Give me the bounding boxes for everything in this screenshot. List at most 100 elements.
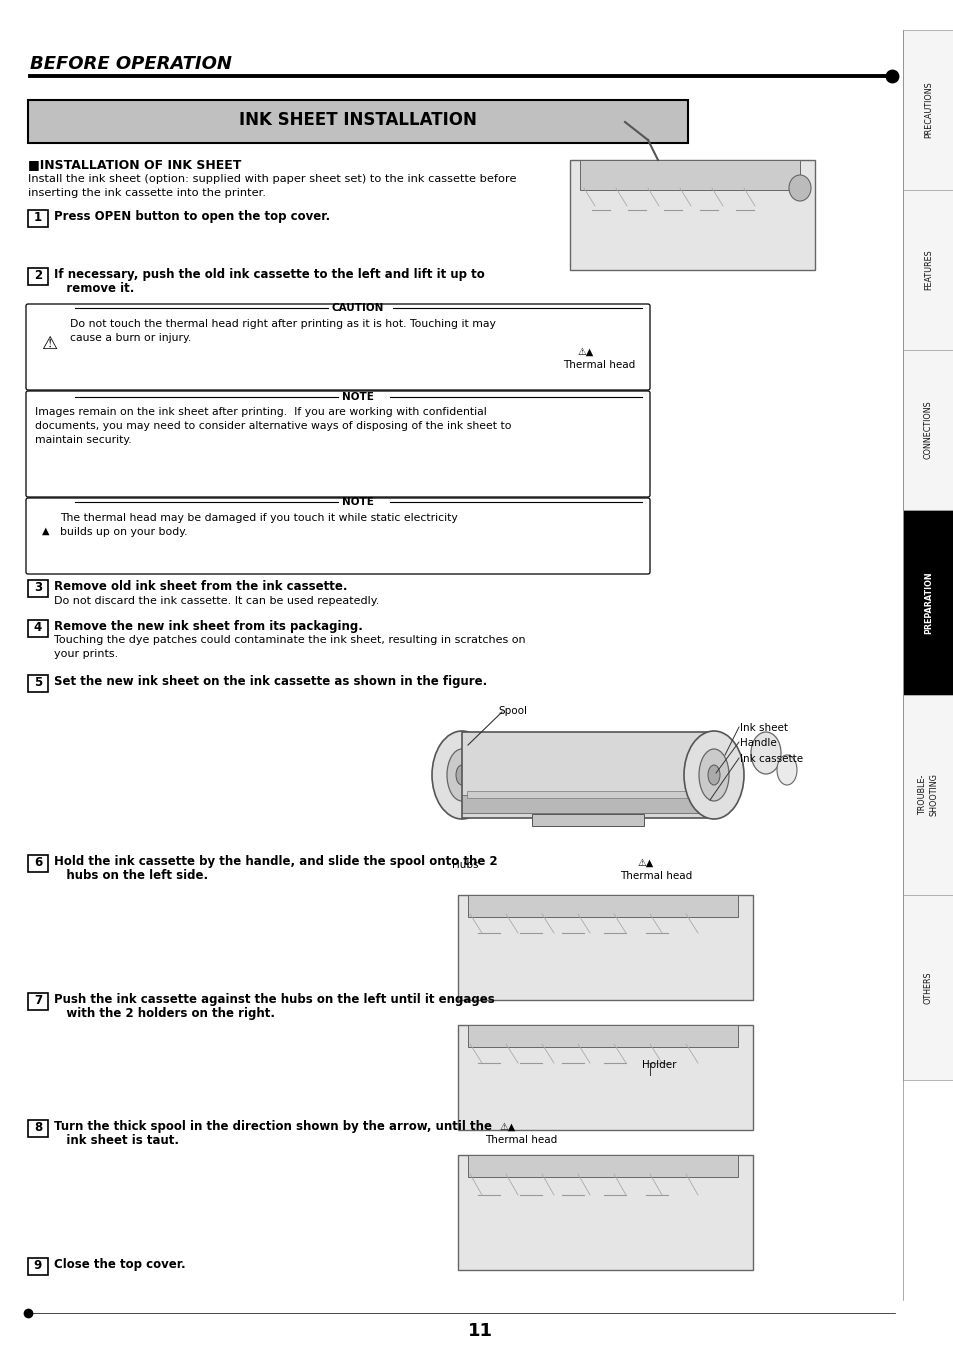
Text: 3: 3 bbox=[34, 581, 42, 594]
Text: your prints.: your prints. bbox=[54, 648, 118, 659]
Text: builds up on your body.: builds up on your body. bbox=[60, 527, 188, 536]
Bar bbox=[28, 993, 48, 1011]
Bar bbox=[28, 580, 48, 597]
Text: Spool: Spool bbox=[497, 707, 526, 716]
Text: inserting the ink cassette into the printer.: inserting the ink cassette into the prin… bbox=[28, 188, 266, 199]
Bar bbox=[457, 894, 752, 1000]
Ellipse shape bbox=[788, 176, 810, 201]
Bar bbox=[461, 732, 713, 817]
Text: 7: 7 bbox=[34, 994, 42, 1006]
Text: Thermal head: Thermal head bbox=[562, 359, 635, 370]
Text: Thermal head: Thermal head bbox=[619, 871, 692, 881]
Bar bbox=[28, 676, 48, 692]
Bar bbox=[579, 159, 800, 190]
Text: 6: 6 bbox=[34, 857, 42, 869]
Bar bbox=[902, 350, 953, 509]
Text: Holder: Holder bbox=[641, 1061, 676, 1070]
Text: PRECAUTIONS: PRECAUTIONS bbox=[923, 81, 932, 138]
Bar bbox=[457, 1025, 752, 1129]
Text: PREPARATION: PREPARATION bbox=[923, 571, 932, 634]
Bar bbox=[902, 509, 953, 694]
Bar bbox=[902, 894, 953, 1079]
Text: CAUTION: CAUTION bbox=[332, 303, 384, 313]
Text: documents, you may need to consider alternative ways of disposing of the ink she: documents, you may need to consider alte… bbox=[35, 422, 511, 431]
Bar bbox=[28, 1120, 48, 1138]
Text: FEATURES: FEATURES bbox=[923, 250, 932, 290]
Text: TROUBLE-
SHOOTING: TROUBLE- SHOOTING bbox=[918, 774, 938, 816]
Text: Remove the new ink sheet from its packaging.: Remove the new ink sheet from its packag… bbox=[54, 620, 362, 634]
Text: 11: 11 bbox=[467, 1323, 492, 1340]
Text: Install the ink sheet (option: supplied with paper sheet set) to the ink cassett: Install the ink sheet (option: supplied … bbox=[28, 174, 516, 184]
Bar bbox=[902, 30, 953, 190]
Text: maintain security.: maintain security. bbox=[35, 435, 132, 444]
Bar bbox=[28, 855, 48, 871]
Text: Ink cassette: Ink cassette bbox=[740, 754, 802, 765]
Ellipse shape bbox=[432, 731, 492, 819]
Bar bbox=[28, 209, 48, 227]
Bar bbox=[28, 267, 48, 285]
Ellipse shape bbox=[683, 731, 743, 819]
Bar bbox=[569, 159, 814, 270]
Bar bbox=[532, 815, 643, 825]
Text: hubs on the left side.: hubs on the left side. bbox=[54, 869, 208, 882]
Text: ⚠▲: ⚠▲ bbox=[499, 1121, 516, 1132]
Text: Hubs: Hubs bbox=[452, 861, 478, 870]
Text: Touching the dye patches could contaminate the ink sheet, resulting in scratches: Touching the dye patches could contamina… bbox=[54, 635, 525, 644]
Text: Handle: Handle bbox=[740, 738, 776, 748]
Text: 9: 9 bbox=[34, 1259, 42, 1273]
FancyBboxPatch shape bbox=[26, 304, 649, 390]
Text: 1: 1 bbox=[34, 211, 42, 224]
Text: Press OPEN button to open the top cover.: Press OPEN button to open the top cover. bbox=[54, 209, 330, 223]
Text: INK SHEET INSTALLATION: INK SHEET INSTALLATION bbox=[239, 111, 476, 128]
Bar bbox=[902, 694, 953, 894]
Text: Ink sheet: Ink sheet bbox=[740, 723, 787, 734]
Ellipse shape bbox=[707, 765, 720, 785]
Bar bbox=[902, 190, 953, 350]
Text: remove it.: remove it. bbox=[54, 282, 134, 295]
Text: 5: 5 bbox=[34, 676, 42, 689]
Text: ▲: ▲ bbox=[42, 526, 50, 536]
Bar bbox=[457, 1155, 752, 1270]
Text: Remove old ink sheet from the ink cassette.: Remove old ink sheet from the ink casset… bbox=[54, 580, 347, 593]
Text: Hold the ink cassette by the handle, and slide the spool onto the 2: Hold the ink cassette by the handle, and… bbox=[54, 855, 497, 867]
Ellipse shape bbox=[699, 748, 728, 801]
Text: ink sheet is taut.: ink sheet is taut. bbox=[54, 1133, 179, 1147]
Text: Set the new ink sheet on the ink cassette as shown in the figure.: Set the new ink sheet on the ink cassett… bbox=[54, 676, 487, 688]
Ellipse shape bbox=[447, 748, 476, 801]
Text: 4: 4 bbox=[34, 621, 42, 634]
Text: CONNECTIONS: CONNECTIONS bbox=[923, 401, 932, 459]
Text: The thermal head may be damaged if you touch it while static electricity: The thermal head may be damaged if you t… bbox=[60, 513, 457, 523]
Text: ⚠: ⚠ bbox=[41, 335, 57, 353]
Text: Thermal head: Thermal head bbox=[484, 1135, 557, 1146]
FancyBboxPatch shape bbox=[26, 499, 649, 574]
Text: 2: 2 bbox=[34, 269, 42, 282]
Bar bbox=[461, 794, 713, 813]
Text: OTHERS: OTHERS bbox=[923, 971, 932, 1004]
Bar bbox=[468, 894, 738, 917]
Text: 8: 8 bbox=[34, 1121, 42, 1133]
Text: BEFORE OPERATION: BEFORE OPERATION bbox=[30, 55, 232, 73]
Bar bbox=[467, 790, 708, 798]
Text: with the 2 holders on the right.: with the 2 holders on the right. bbox=[54, 1006, 274, 1020]
Ellipse shape bbox=[456, 765, 468, 785]
Text: ⚠▲: ⚠▲ bbox=[578, 347, 594, 357]
Bar bbox=[28, 100, 687, 143]
Text: Images remain on the ink sheet after printing.  If you are working with confiden: Images remain on the ink sheet after pri… bbox=[35, 407, 486, 417]
Text: Close the top cover.: Close the top cover. bbox=[54, 1258, 186, 1271]
Text: Turn the thick spool in the direction shown by the arrow, until the: Turn the thick spool in the direction sh… bbox=[54, 1120, 492, 1133]
Text: ⚠▲: ⚠▲ bbox=[638, 858, 654, 867]
Ellipse shape bbox=[750, 732, 781, 774]
Text: If necessary, push the old ink cassette to the left and lift it up to: If necessary, push the old ink cassette … bbox=[54, 267, 484, 281]
Text: NOTE: NOTE bbox=[342, 497, 374, 507]
Bar bbox=[28, 620, 48, 638]
Ellipse shape bbox=[776, 755, 796, 785]
Text: Push the ink cassette against the hubs on the left until it engages: Push the ink cassette against the hubs o… bbox=[54, 993, 495, 1006]
Bar bbox=[28, 1258, 48, 1275]
Text: Do not touch the thermal head right after printing as it is hot. Touching it may: Do not touch the thermal head right afte… bbox=[70, 319, 496, 330]
Text: ■INSTALLATION OF INK SHEET: ■INSTALLATION OF INK SHEET bbox=[28, 158, 241, 172]
Text: NOTE: NOTE bbox=[342, 392, 374, 403]
Bar bbox=[468, 1155, 738, 1177]
Text: Do not discard the ink cassette. It can be used repeatedly.: Do not discard the ink cassette. It can … bbox=[54, 596, 379, 607]
Text: cause a burn or injury.: cause a burn or injury. bbox=[70, 332, 191, 343]
Bar bbox=[468, 1025, 738, 1047]
